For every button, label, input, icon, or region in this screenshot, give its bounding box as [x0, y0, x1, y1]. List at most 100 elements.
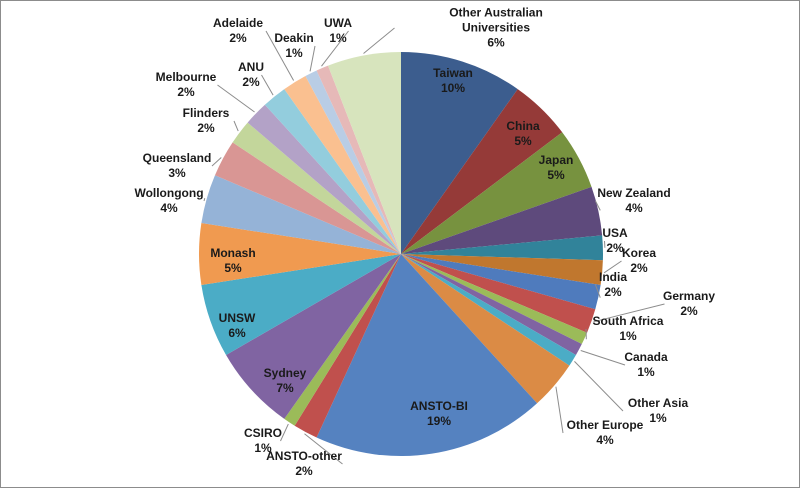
data-label-value: 1% [649, 411, 667, 425]
data-label-value: 10% [440, 81, 466, 95]
leader-line [304, 433, 343, 465]
data-label-name: Taiwan [433, 66, 473, 80]
data-label: China 5% [506, 119, 539, 149]
leader-line [555, 386, 564, 434]
data-label: ANSTO-other 2% [266, 449, 342, 479]
data-label-name: Korea [621, 246, 657, 260]
pie-slice-japan [401, 132, 592, 254]
pie-slice-melbourne [247, 104, 401, 254]
pie-slice-new-zealand [401, 186, 603, 254]
data-label: Other Australian Universities 6% [449, 6, 543, 51]
data-label: India 2% [599, 270, 627, 300]
data-label-name: ANSTO-other [266, 449, 342, 463]
data-label-value: 7% [276, 381, 294, 395]
pie-slice-germany [401, 254, 596, 333]
data-label-name: New Zealand [597, 186, 671, 200]
leader-line [265, 30, 295, 81]
leader-line [363, 27, 395, 54]
data-label: Korea 2% [622, 246, 656, 276]
pie-slice-other-australian-universities [328, 52, 401, 254]
data-label-name: Monash [210, 246, 256, 260]
data-label-value: 4% [160, 201, 178, 215]
data-label-name: ANU [238, 60, 264, 74]
data-label-name: ANSTO-BI [410, 399, 468, 413]
leader-line [574, 361, 624, 412]
data-label-value: 5% [224, 261, 242, 275]
data-label: UWA 1% [324, 16, 352, 46]
pie-slice-sydney [226, 254, 401, 419]
data-label: Japan 5% [539, 153, 574, 183]
data-label-value: 2% [630, 261, 648, 275]
data-label: Monash 5% [210, 246, 255, 276]
data-label-name: South Africa [592, 314, 664, 328]
data-label: Flinders 2% [183, 106, 230, 136]
data-label-name: Canada [624, 350, 668, 364]
data-label-value: 2% [606, 241, 624, 255]
leader-line [217, 84, 255, 113]
leader-line [309, 45, 316, 72]
pie-slice-other-europe [401, 254, 570, 404]
pie-slice-flinders [232, 122, 401, 254]
leader-line [580, 350, 626, 366]
data-label-name: China [506, 119, 540, 133]
data-label-name: USA [602, 226, 628, 240]
data-label-value: 4% [625, 201, 643, 215]
data-label: Queensland 3% [143, 151, 212, 181]
data-label: Germany 2% [663, 289, 715, 319]
leader-line [211, 157, 222, 167]
pie-slice-ansto-other [294, 254, 401, 438]
pie-slice-uwa [316, 65, 401, 254]
data-label: Wollongong 4% [134, 186, 203, 216]
leader-line [595, 200, 601, 211]
data-label-value: 1% [619, 329, 637, 343]
data-label-value: 2% [197, 121, 215, 135]
data-label-name: Wollongong [134, 186, 204, 200]
data-label-value: 6% [228, 326, 246, 340]
data-label-name: Sydney [263, 366, 307, 380]
pie-slice-deakin [305, 70, 401, 254]
data-label: USA 2% [602, 226, 627, 256]
data-label-value: 2% [177, 85, 195, 99]
data-label: ANSTO-BI 19% [410, 399, 468, 429]
data-label-name: Flinders [182, 106, 230, 120]
pie-slice-adelaide [284, 76, 401, 254]
data-label-name: Japan [538, 153, 574, 167]
data-label-value: 3% [168, 166, 186, 180]
data-label-name: Other Asia [627, 396, 689, 410]
data-label: Deakin 1% [274, 31, 313, 61]
leader-line [603, 260, 622, 274]
pie-slice-korea [401, 254, 603, 285]
data-label-name: UNSW [218, 311, 256, 325]
data-label-value: 4% [596, 433, 614, 447]
data-label: Canada 1% [624, 350, 667, 380]
pie-slice-anu [264, 89, 401, 254]
data-label-name: Queensland [142, 151, 212, 165]
data-label: Sydney 7% [264, 366, 307, 396]
data-label: Melbourne 2% [156, 70, 217, 100]
data-label: Other Asia 1% [628, 396, 688, 426]
pie-slice-taiwan [401, 52, 518, 254]
leader-line [321, 30, 349, 67]
data-label-value: 5% [514, 134, 532, 148]
leader-line [280, 423, 289, 442]
data-label: Taiwan 10% [433, 66, 473, 96]
pie-slice-india [401, 254, 601, 310]
data-label-name: UWA [324, 16, 352, 30]
data-label: ANU 2% [238, 60, 264, 90]
leader-line [203, 198, 206, 202]
data-label-name: CSIRO [243, 426, 283, 440]
data-label-name: Adelaide [212, 16, 264, 30]
data-label: CSIRO 1% [244, 426, 282, 456]
pie-slice-south-africa [401, 254, 588, 345]
data-label: South Africa 1% [593, 314, 664, 344]
data-label-value: 1% [254, 441, 272, 455]
data-label-value: 2% [604, 285, 622, 299]
data-label-name: Germany [662, 289, 716, 303]
pie-slice-wollongong [201, 175, 401, 254]
data-label-value: 1% [637, 365, 655, 379]
data-label: New Zealand 4% [597, 186, 670, 216]
data-label: Adelaide 2% [213, 16, 263, 46]
pie-slice-other-asia [401, 254, 576, 366]
